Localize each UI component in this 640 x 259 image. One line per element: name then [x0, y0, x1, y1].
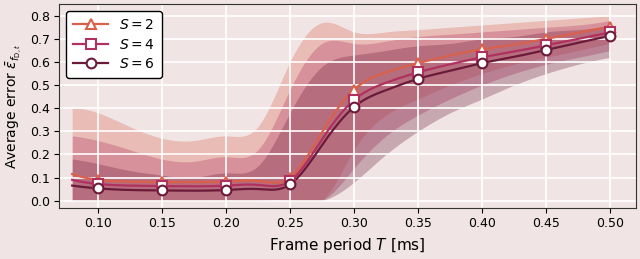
- $S = 4$: [606, 31, 614, 34]
- $S = 4$: [558, 41, 566, 44]
- $S = 2$: [70, 173, 78, 176]
- $S = 4$: [524, 47, 531, 51]
- $S = 2$: [558, 34, 566, 37]
- $S = 2$: [606, 25, 614, 28]
- $S = 2$: [388, 69, 396, 72]
- $S = 4$: [388, 79, 396, 82]
- $S = 4$: [189, 185, 196, 188]
- $S = 2$: [68, 172, 76, 176]
- $S = 6$: [189, 189, 196, 192]
- $S = 6$: [390, 85, 398, 89]
- Y-axis label: Average error $\bar{\varepsilon}_{f_{\mathrm{D},t}}$: Average error $\bar{\varepsilon}_{f_{\ma…: [4, 43, 24, 169]
- $S = 2$: [270, 181, 278, 184]
- Line: $S = 6$: $S = 6$: [72, 36, 610, 191]
- $S = 4$: [390, 78, 398, 81]
- $S = 4$: [70, 179, 78, 182]
- $S = 6$: [558, 45, 566, 48]
- $S = 6$: [388, 86, 396, 89]
- $S = 6$: [606, 34, 614, 37]
- Line: $S = 4$: $S = 4$: [72, 32, 610, 186]
- $S = 2$: [524, 41, 531, 44]
- X-axis label: Frame period $T$ [ms]: Frame period $T$ [ms]: [269, 236, 426, 255]
- $S = 6$: [399, 82, 407, 85]
- $S = 4$: [68, 178, 76, 181]
- $S = 6$: [524, 53, 531, 56]
- $S = 2$: [399, 66, 407, 69]
- $S = 6$: [70, 184, 78, 188]
- Line: $S = 2$: $S = 2$: [72, 27, 610, 183]
- $S = 6$: [68, 184, 76, 187]
- $S = 4$: [399, 75, 407, 78]
- Legend: $S = 2$, $S = 4$, $S = 6$: $S = 2$, $S = 4$, $S = 6$: [67, 11, 162, 78]
- $S = 2$: [390, 68, 398, 71]
